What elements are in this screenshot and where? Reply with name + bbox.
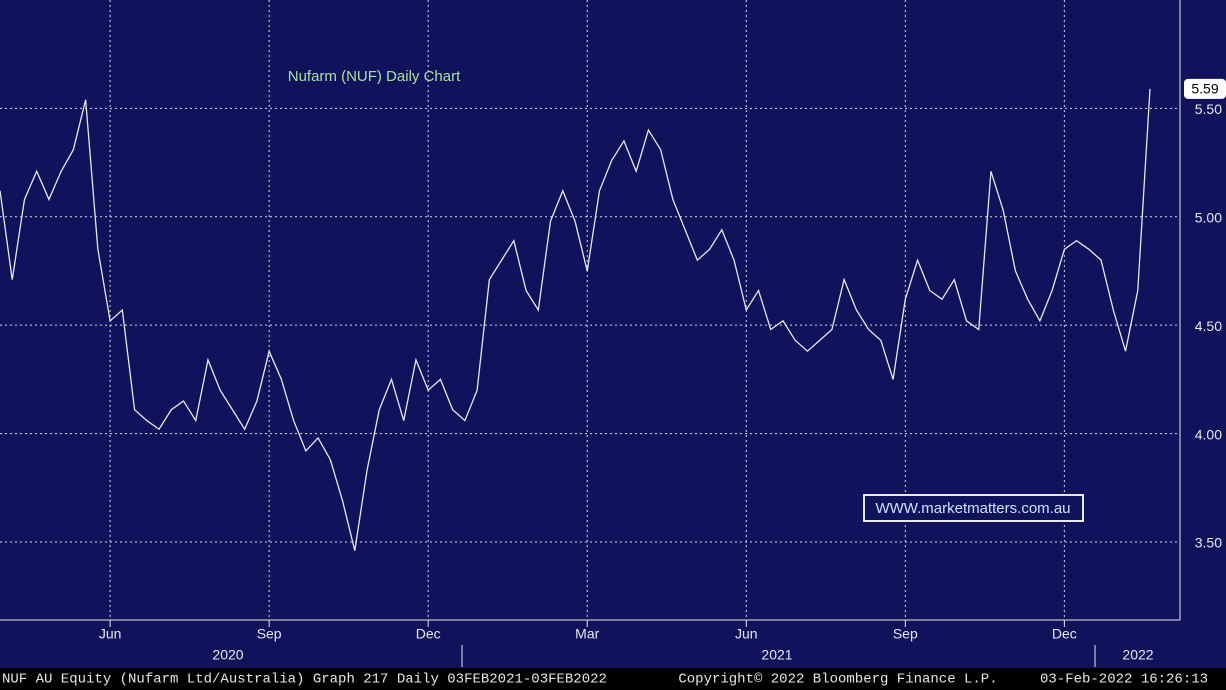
last-price-box	[1184, 78, 1226, 99]
year-label: 2020	[212, 647, 243, 663]
footer-left: NUF AU Equity (Nufarm Ltd/Australia) Gra…	[2, 672, 607, 688]
year-label: 2022	[1122, 647, 1153, 663]
chart-title: Nufarm (NUF) Daily Chart	[288, 68, 461, 85]
y-tick-label: 3.50	[1195, 535, 1222, 551]
footer-bar	[0, 668, 1226, 690]
x-tick-label: Mar	[575, 626, 599, 642]
y-tick-label: 4.50	[1195, 318, 1222, 334]
last-price-label: 5.59	[1191, 81, 1218, 97]
x-tick-label: Sep	[893, 626, 918, 642]
x-tick-label: Jun	[735, 626, 758, 642]
watermark: WWW.marketmatters.com.au	[875, 500, 1070, 517]
background	[0, 0, 1226, 668]
price-line	[0, 88, 1151, 551]
y-tick-label: 4.00	[1195, 426, 1222, 442]
footer-center: Copyright© 2022 Bloomberg Finance L.P.	[678, 672, 997, 688]
watermark-box	[863, 494, 1084, 522]
x-tick-label: Jun	[99, 626, 122, 642]
year-label: 2021	[761, 647, 792, 663]
x-tick-label: Sep	[257, 626, 282, 642]
footer-right: 03-Feb-2022 16:26:13	[1040, 672, 1208, 688]
x-tick-label: Dec	[1052, 626, 1077, 642]
x-tick-label: Dec	[416, 626, 441, 642]
y-tick-label: 5.50	[1195, 101, 1222, 117]
y-tick-label: 5.00	[1195, 209, 1222, 225]
